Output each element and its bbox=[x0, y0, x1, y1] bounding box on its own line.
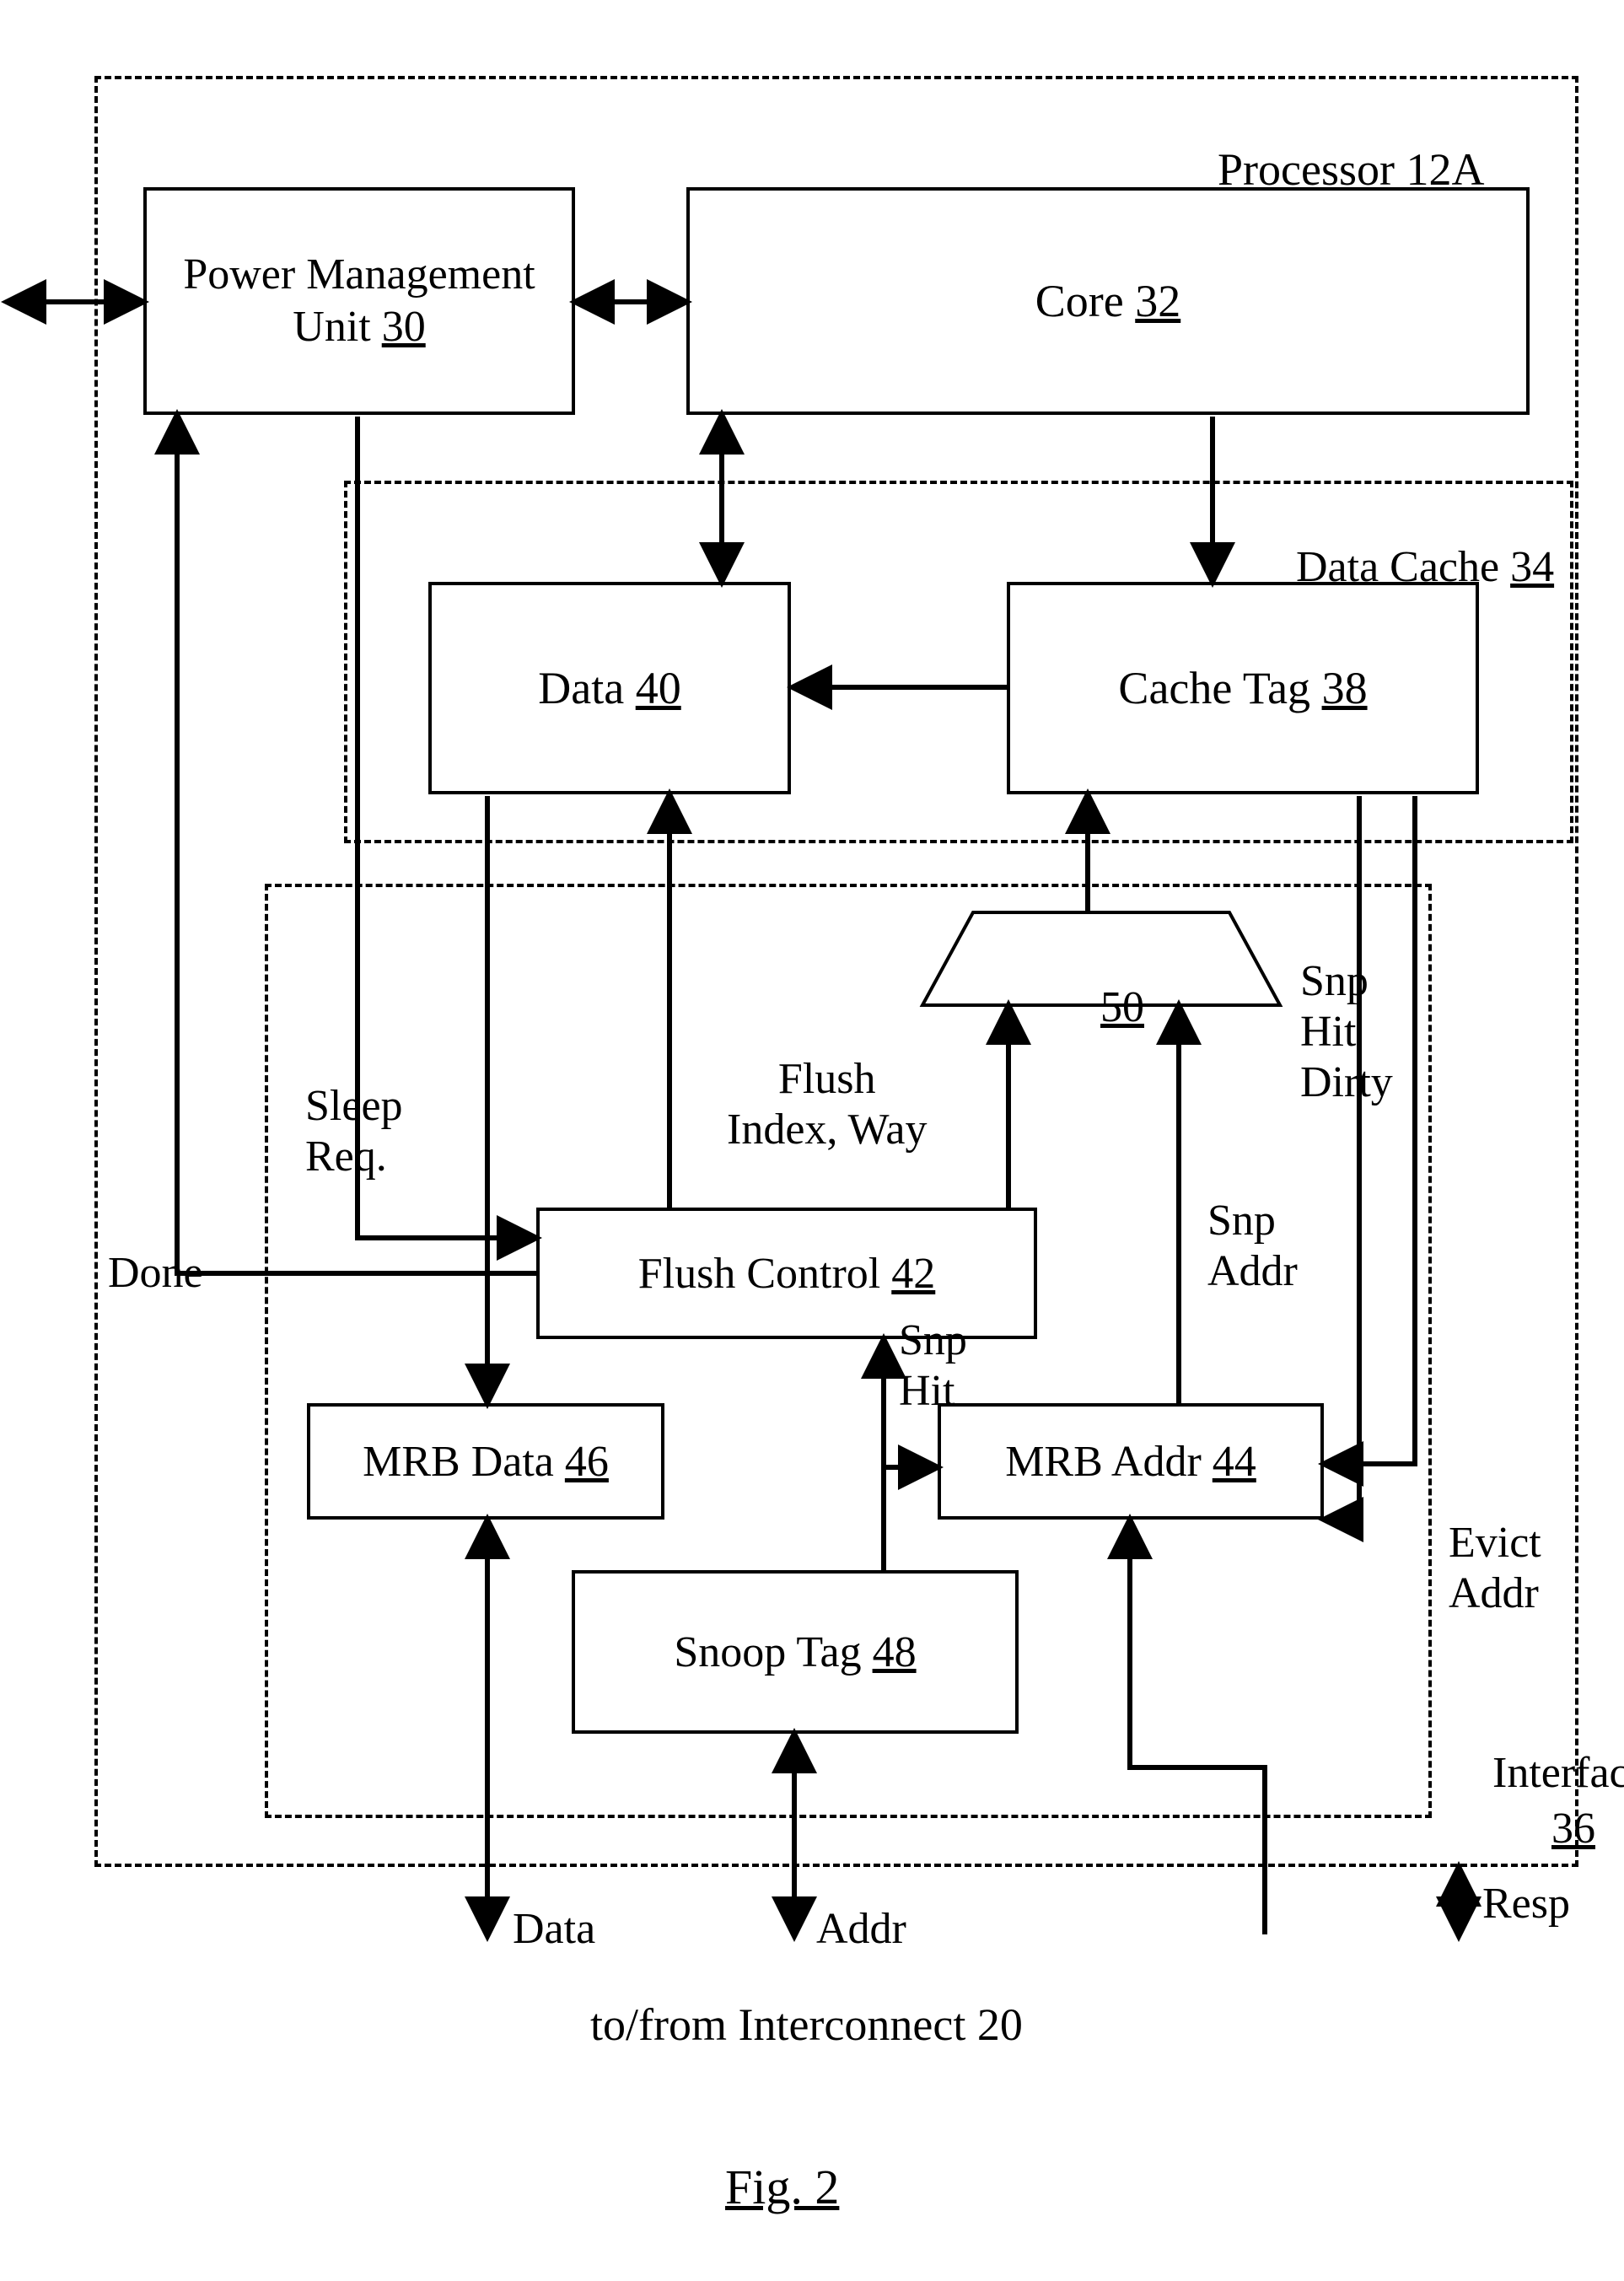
ctag-ref: 38 bbox=[1322, 663, 1368, 713]
snoop-tag-block: Snoop Tag 48 bbox=[572, 1570, 1019, 1734]
sleep-req-label: SleepReq. bbox=[305, 1081, 403, 1182]
figure-title: Fig. 2 bbox=[725, 2159, 839, 2215]
pmu-ref: 30 bbox=[382, 303, 426, 351]
data-ref: 40 bbox=[636, 663, 681, 713]
io-data-label: Data bbox=[513, 1904, 595, 1954]
data-cache-ref: 34 bbox=[1510, 543, 1554, 591]
mrb-data-block: MRB Data 46 bbox=[307, 1403, 664, 1520]
data-label-text: Data bbox=[538, 663, 635, 713]
flush-iw-label: FlushIndex, Way bbox=[727, 1054, 927, 1155]
mrba-label-text: MRB Addr bbox=[1005, 1438, 1213, 1486]
snoop-ref: 48 bbox=[873, 1628, 917, 1676]
mrb-addr-block: MRB Addr 44 bbox=[938, 1403, 1324, 1520]
io-resp-label: Resp bbox=[1482, 1879, 1570, 1929]
io-caption: to/from Interconnect 20 bbox=[590, 1999, 1023, 2051]
core-ref: 32 bbox=[1135, 276, 1180, 326]
core-label-text: Core bbox=[1035, 276, 1135, 326]
pmu-block: Power ManagementUnit 30 bbox=[143, 187, 575, 415]
cache-tag-block: Cache Tag 38 bbox=[1007, 582, 1479, 794]
interface-unit-ref: 36 bbox=[1551, 1805, 1595, 1853]
data-block: Data 40 bbox=[428, 582, 791, 794]
flush-label-text: Flush Control bbox=[638, 1250, 892, 1298]
snoop-label-text: Snoop Tag bbox=[674, 1628, 872, 1676]
done-label: Done bbox=[108, 1248, 203, 1298]
io-addr-label: Addr bbox=[816, 1904, 906, 1954]
ctag-label-text: Cache Tag bbox=[1118, 663, 1321, 713]
mux-ref: 50 bbox=[1100, 983, 1144, 1031]
mrbd-label-text: MRB Data bbox=[363, 1438, 565, 1486]
mrbd-ref: 46 bbox=[565, 1438, 609, 1486]
snp-addr-label: SnpAddr bbox=[1207, 1196, 1298, 1297]
snp-hit-dirty-label: SnpHitDirty bbox=[1300, 956, 1393, 1107]
mux-label: 50 bbox=[1057, 933, 1144, 1082]
snp-hit-label: SnpHit bbox=[899, 1315, 967, 1417]
evict-addr-label: EvictAddr bbox=[1449, 1518, 1541, 1619]
flush-ref: 42 bbox=[891, 1250, 935, 1298]
core-block: Core 32 bbox=[686, 187, 1530, 415]
mrba-ref: 44 bbox=[1213, 1438, 1256, 1486]
figure-title-text: Fig. 2 bbox=[725, 2160, 839, 2214]
